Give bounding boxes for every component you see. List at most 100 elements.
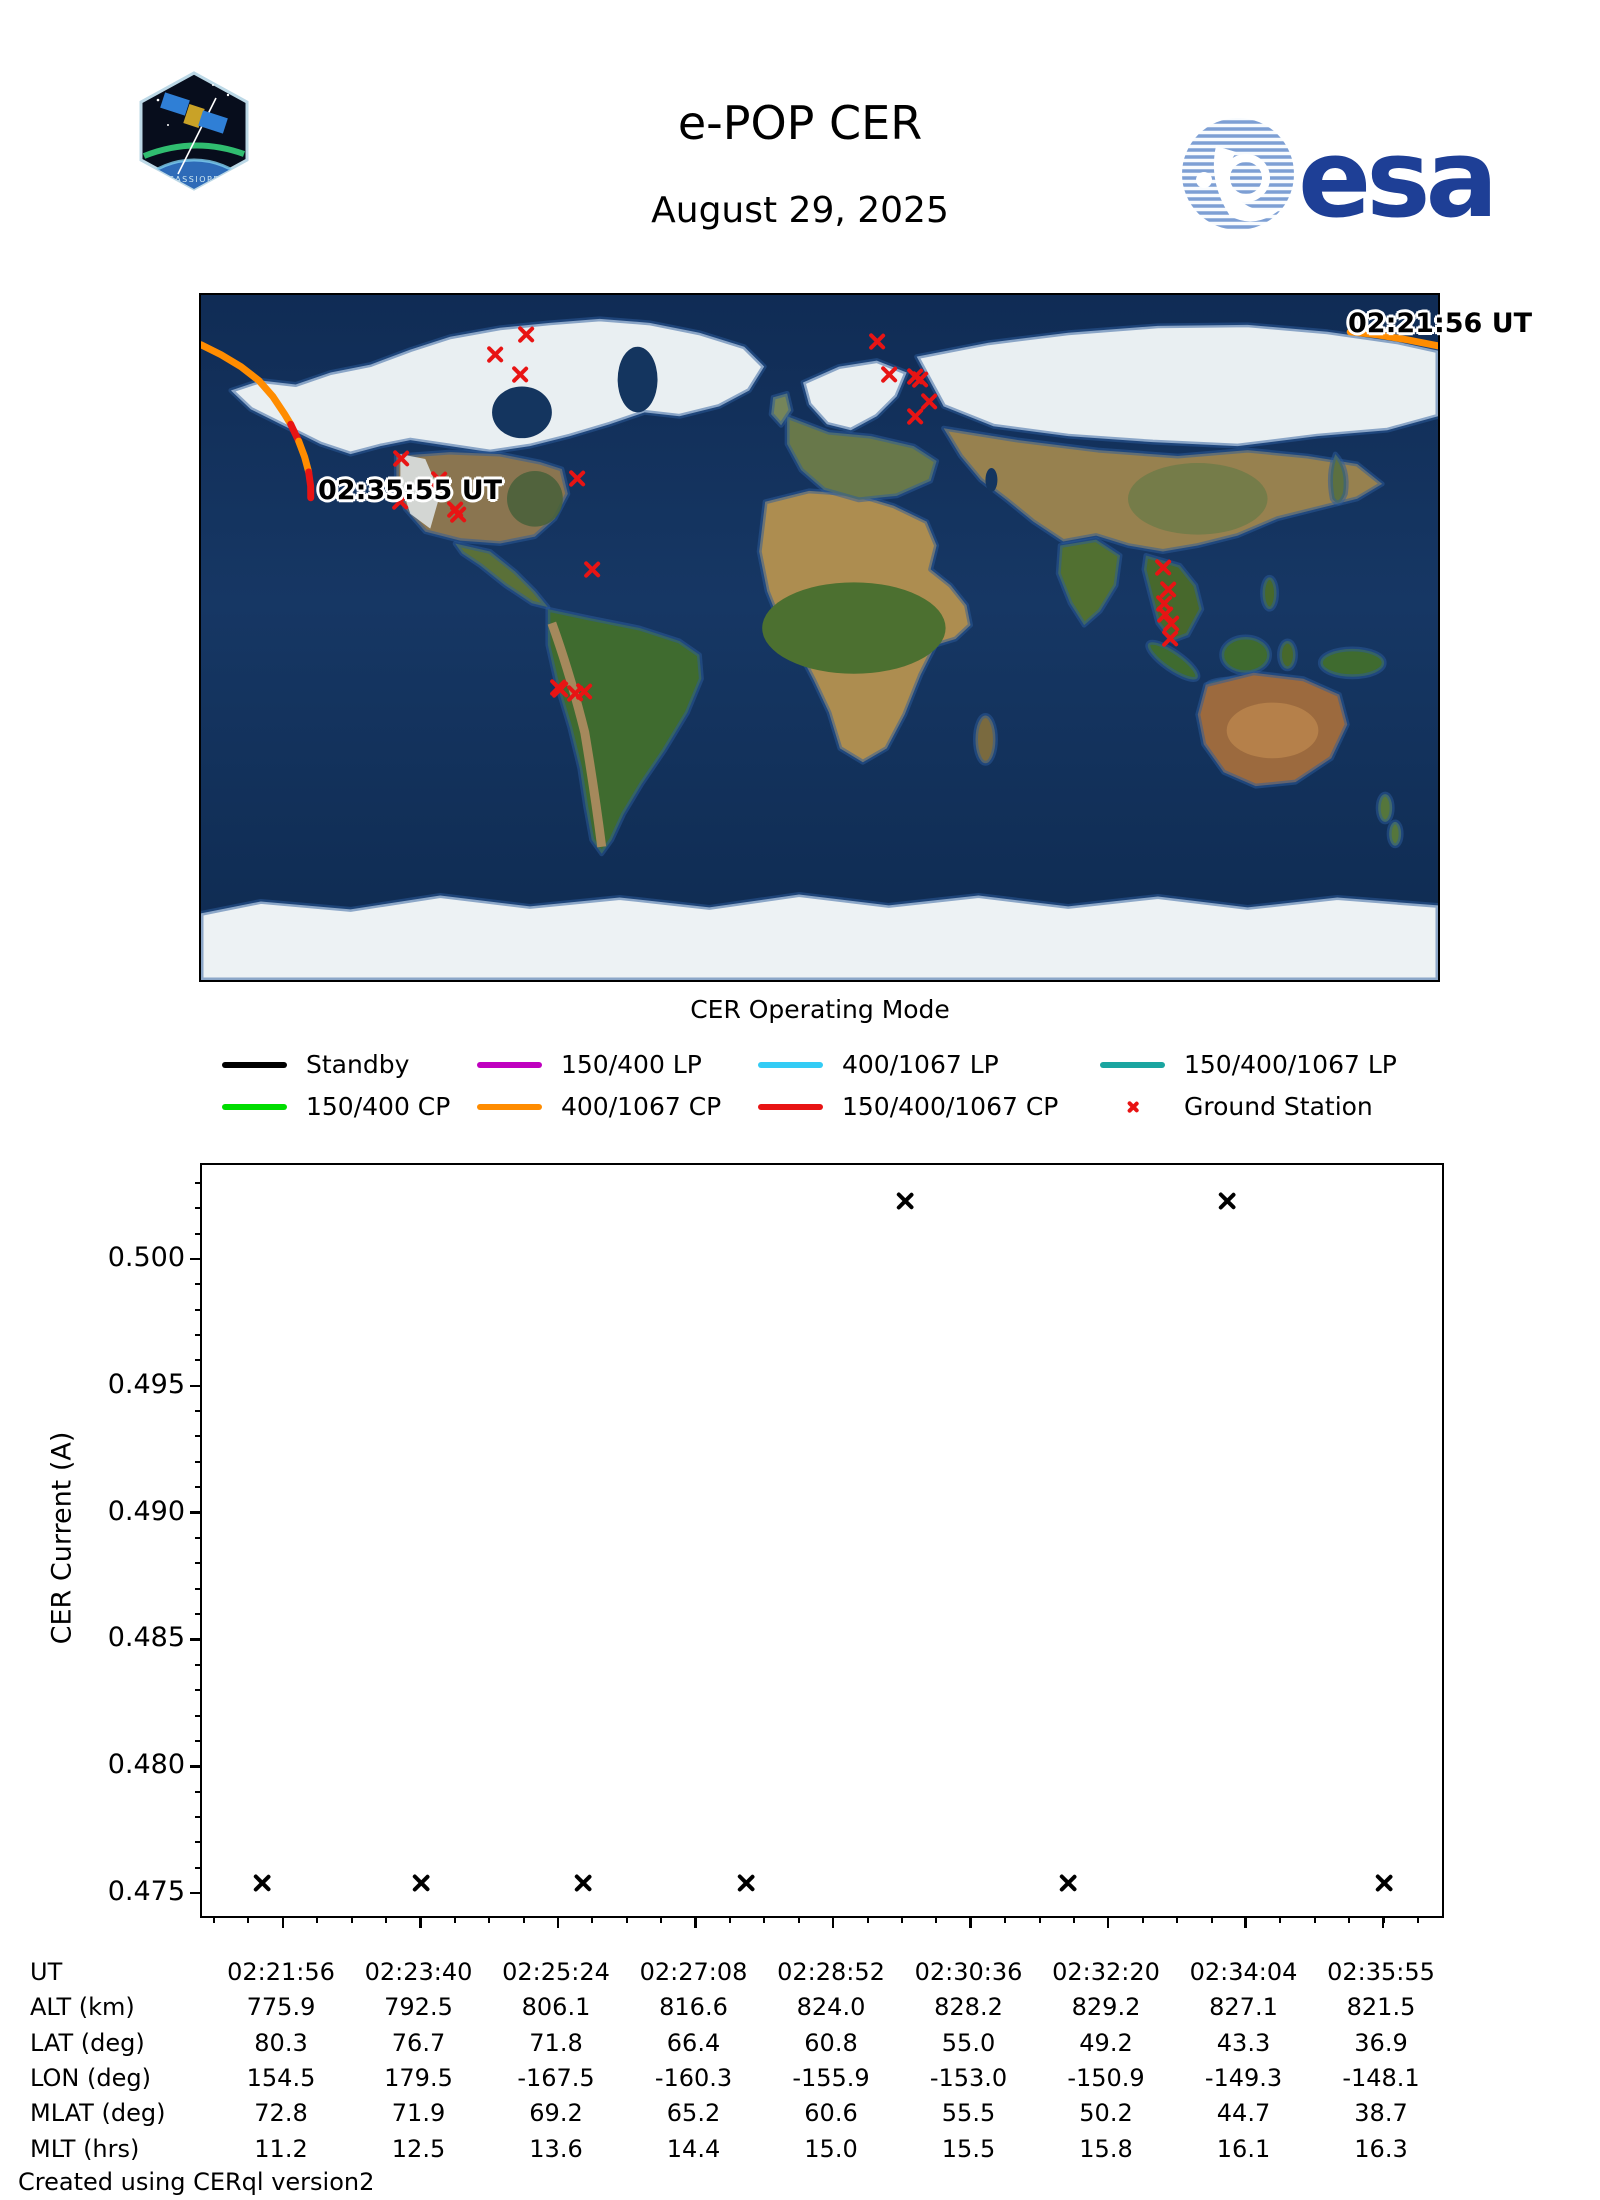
legend-item-label: 150/400/1067 CP [842,1092,1059,1121]
legend-item-400-1067-lp: 400/1067 LP [758,1050,1088,1080]
x-minor-tick [1245,1916,1247,1923]
table-cell: 43.3 [1216,2029,1271,2057]
ground-station-marker [509,364,530,385]
y-minor-tick [195,1308,202,1311]
table-cell: 02:35:55 [1327,1958,1435,1986]
table-row-label-mlt: MLT (hrs) [30,2135,140,2163]
legend-swatch-line [1100,1062,1165,1068]
table-cell: 02:28:52 [777,1958,885,1986]
table-cell: 792.5 [384,1993,453,2021]
table-row-label-lon: LON (deg) [30,2064,151,2092]
legend-item-150-400-1067-cp: 150/400/1067 CP [758,1092,1088,1122]
x-minor-tick [1210,1916,1213,1923]
page-title: e-POP CER [677,96,923,150]
table-cell: 02:21:56 [227,1958,335,1986]
cer-current-data-marker [251,1872,273,1894]
x-minor-tick [763,1916,766,1923]
x-minor-tick [316,1916,319,1923]
table-cell: 829.2 [1071,1993,1141,2021]
table-cell: -167.5 [517,2064,595,2092]
table-cell: 16.1 [1216,2135,1271,2163]
legend-title: CER Operating Mode [690,995,950,1024]
y-minor-tick [195,1689,202,1692]
y-tick-label: 0.500 [107,1241,185,1273]
x-minor-tick [1417,1916,1419,1923]
y-major-tick [190,1257,202,1261]
orbit-end-time-label: 02:35:55 UT [318,475,503,506]
y-minor-tick [195,1283,202,1286]
table-cell: -160.3 [654,2064,733,2092]
cer-current-data-marker [1216,1190,1238,1212]
legend-item-label: 150/400 CP [306,1092,451,1121]
y-minor-tick [195,1866,202,1869]
ground-station-marker [904,406,925,427]
ground-station-marker [1152,557,1173,578]
ground-station-marker [1160,628,1181,649]
table-cell: 50.2 [1079,2099,1133,2127]
orbit-track-segment [295,437,313,476]
y-minor-tick [195,1816,202,1819]
y-minor-tick [195,1587,202,1590]
y-minor-tick [195,1207,202,1210]
ground-station-marker [516,324,537,345]
legend-swatch-line [758,1062,823,1068]
x-minor-tick [1038,1916,1041,1923]
y-major-tick [190,1638,202,1641]
legend-item-ground-station: Ground Station [1100,1092,1430,1122]
y-tick-label: 0.495 [107,1368,185,1400]
table-cell: 821.5 [1346,1993,1416,2021]
y-minor-tick [195,1232,202,1235]
table-row-label-lat: LAT (deg) [30,2029,145,2057]
table-row-label-ut: UT [30,1958,63,1986]
y-minor-tick [195,1486,202,1489]
y-minor-tick [195,1613,202,1616]
table-cell: 69.2 [529,2099,583,2127]
table-cell: 806.1 [521,1993,591,2021]
esa-wordmark: esa [1298,117,1493,242]
cer-current-data-marker [410,1872,432,1894]
table-cell: -153.0 [929,2064,1008,2092]
x-minor-tick [935,1916,938,1923]
x-minor-tick [1107,1916,1110,1923]
legend-item-150-400-lp: 150/400 LP [477,1050,807,1080]
ground-station-marker [581,559,602,580]
x-minor-tick [832,1916,835,1923]
legend-item-label: 150/400/1067 LP [1184,1050,1397,1079]
y-minor-tick [195,1181,202,1184]
table-cell: 36.9 [1354,2029,1408,2057]
ground-station-layer [201,295,1438,980]
x-minor-tick [385,1916,387,1923]
y-minor-tick [195,1562,202,1565]
table-cell: 02:30:36 [914,1958,1023,1986]
table-cell: 14.4 [666,2135,721,2163]
world-map [199,293,1440,982]
table-cell: 60.8 [804,2029,858,2057]
table-cell: 76.7 [391,2029,446,2057]
table-cell: 65.2 [666,2099,721,2127]
cer-current-data-marker [894,1190,916,1212]
table-cell: 55.0 [941,2029,996,2057]
table-cell: 827.1 [1209,1993,1278,2021]
table-cell: 11.2 [254,2135,308,2163]
legend-item-400-1067-cp: 400/1067 CP [477,1092,807,1122]
x-minor-tick [1073,1916,1075,1923]
table-cell: 38.7 [1354,2099,1408,2127]
legend-item-150-400-cp: 150/400 CP [222,1092,552,1122]
x-minor-tick [522,1916,525,1923]
x-minor-tick [1176,1916,1179,1923]
x-minor-tick [969,1916,972,1923]
x-minor-tick [1313,1916,1316,1923]
table-cell: 71.8 [529,2029,583,2057]
y-tick-label: 0.480 [107,1749,185,1781]
x-minor-tick [281,1916,284,1923]
y-tick-label: 0.485 [107,1622,185,1654]
table-cell: -155.9 [792,2064,870,2092]
table-cell: 15.0 [804,2135,858,2163]
cer-current-plot: 0.475 0.480 0.485 0.490 0.495 0.500 [108,1163,1444,1928]
table-cell: 15.5 [941,2135,996,2163]
table-cell: 15.8 [1079,2135,1133,2163]
table-cell: 02:32:20 [1052,1958,1160,1986]
legend-item-label: 400/1067 CP [561,1092,722,1121]
x-minor-tick [453,1916,456,1923]
cer-current-data-marker [572,1872,594,1894]
